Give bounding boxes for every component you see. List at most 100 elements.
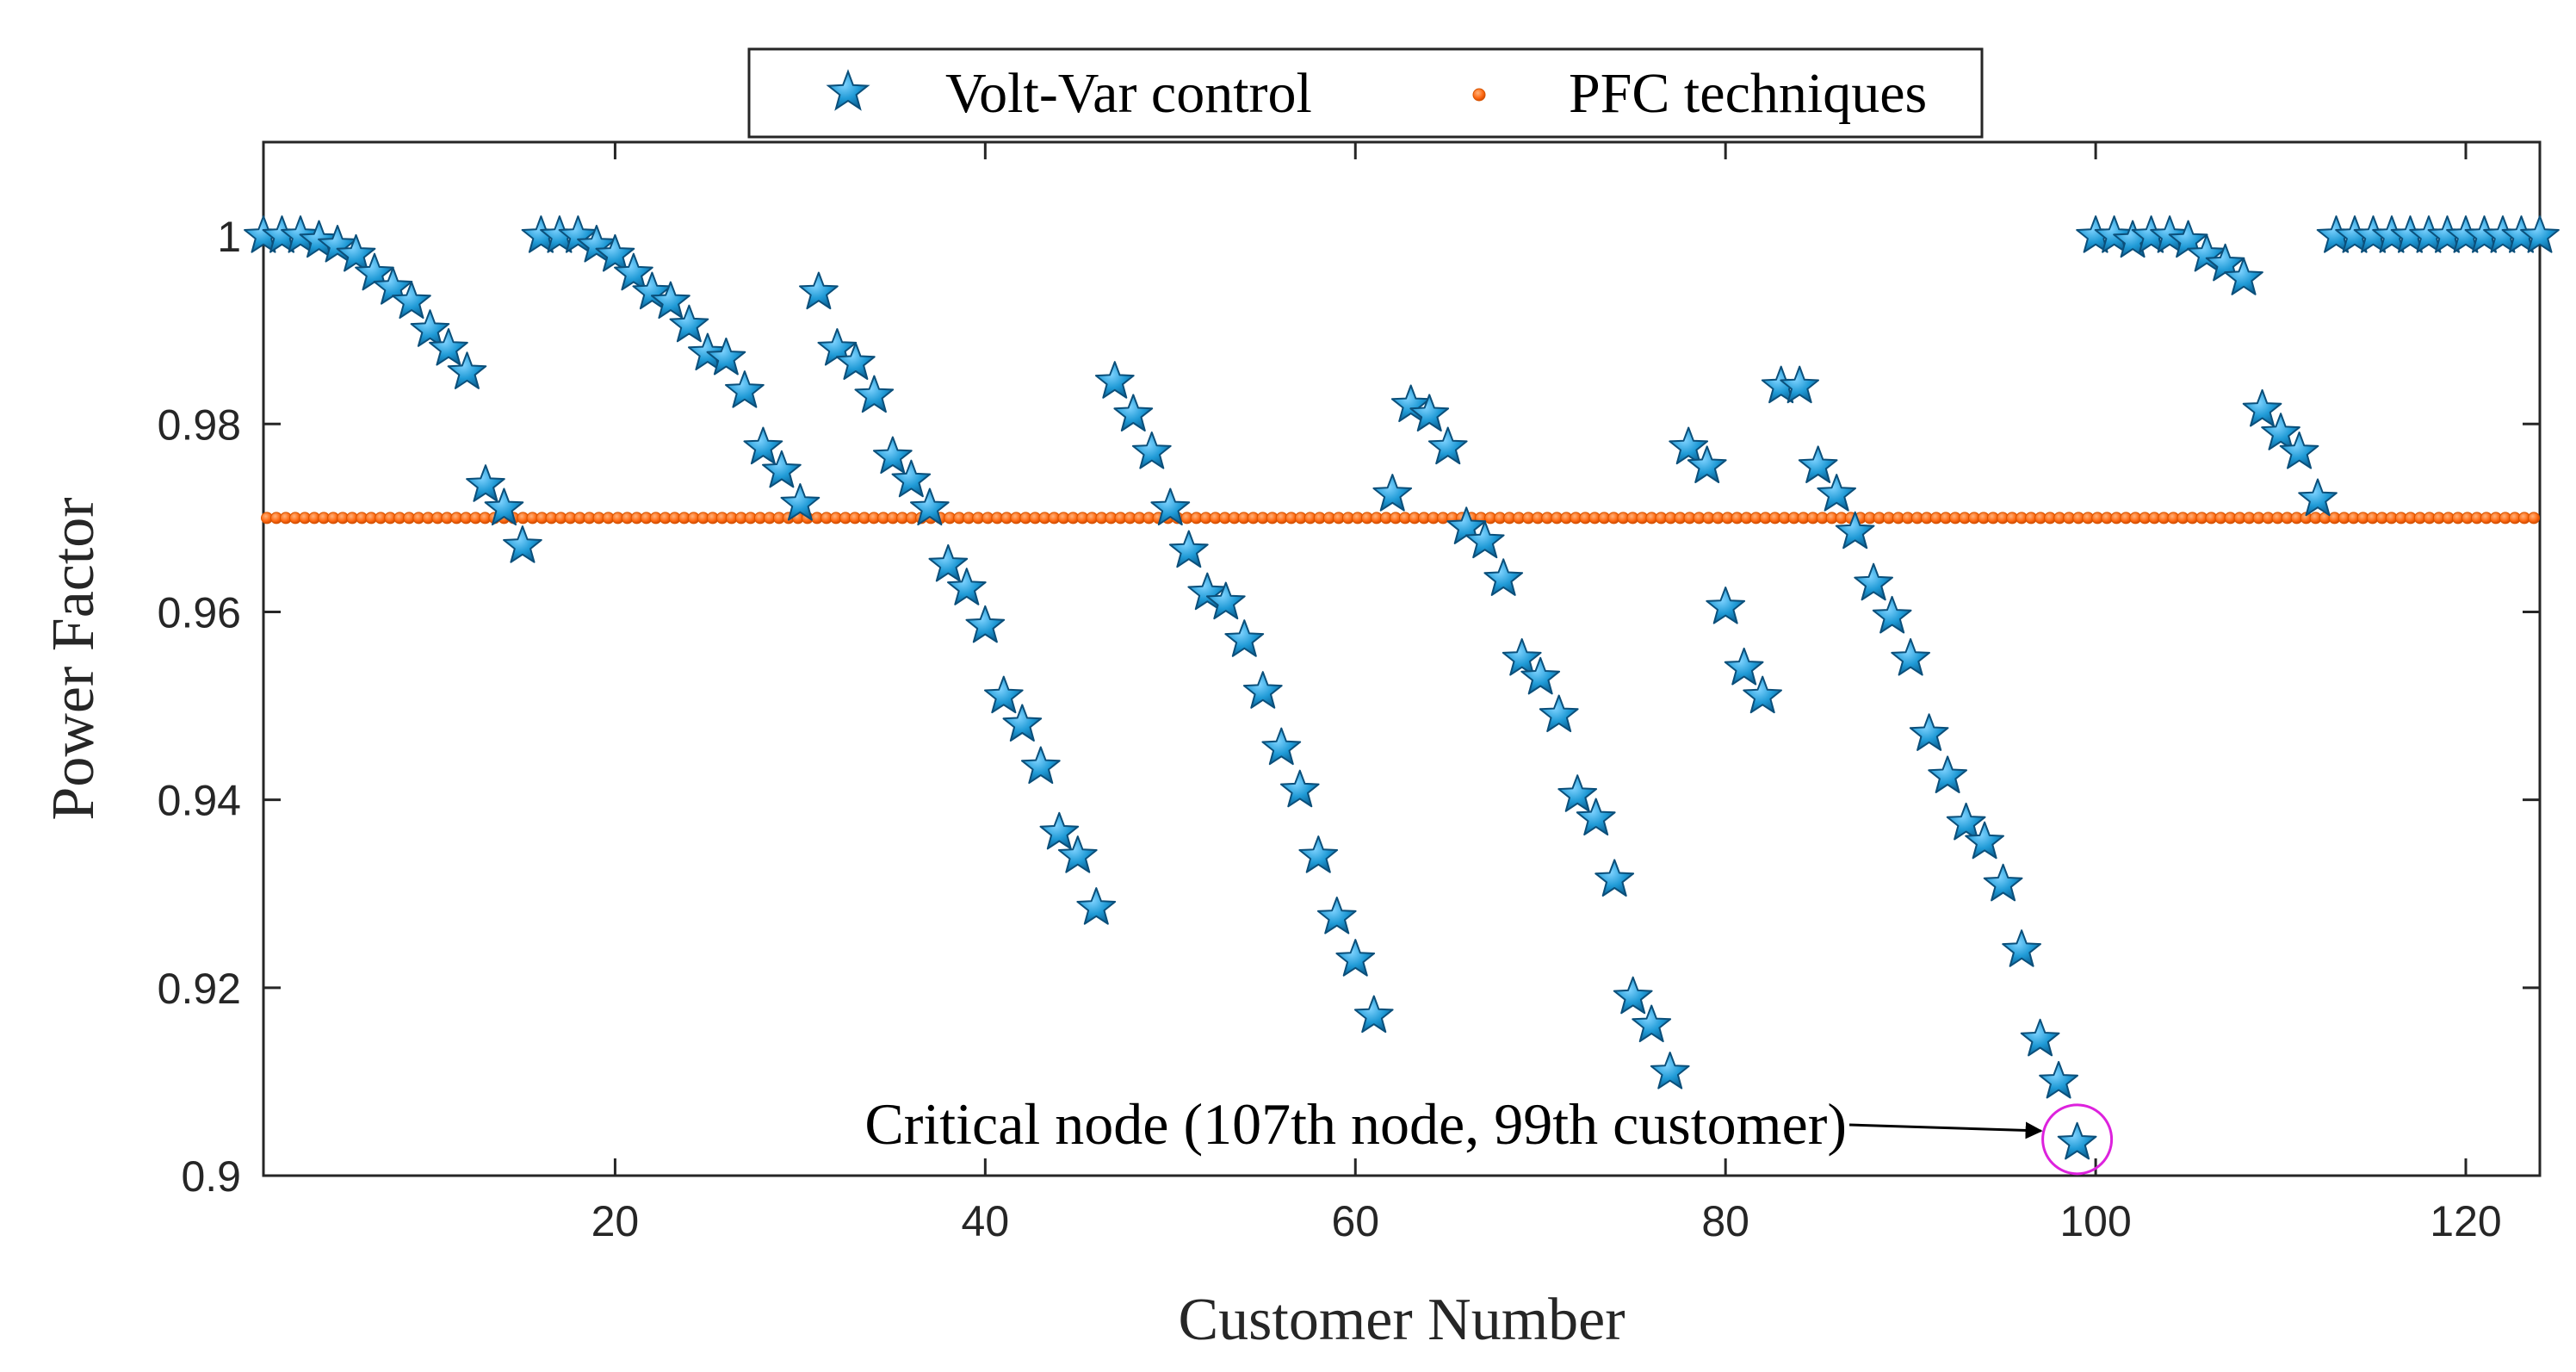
y-axis-label: Power Factor bbox=[40, 497, 107, 820]
volt-var-point bbox=[1205, 581, 1246, 620]
volt-var-point bbox=[484, 487, 524, 526]
volt-var-point bbox=[1909, 713, 1949, 751]
volt-var-point bbox=[1316, 897, 1357, 934]
volt-var-point bbox=[1669, 426, 1709, 465]
volt-var-point bbox=[2298, 478, 2338, 517]
volt-var-point bbox=[1094, 361, 1135, 399]
volt-var-point bbox=[928, 543, 969, 582]
annotation-text: Critical node (107th node, 99th customer… bbox=[864, 1091, 1847, 1157]
volt-var-point bbox=[891, 459, 932, 498]
volt-var-point bbox=[1390, 384, 1431, 423]
volt-var-point bbox=[503, 525, 542, 563]
volt-var-point bbox=[1576, 798, 1616, 836]
x-tick-label: 20 bbox=[591, 1197, 640, 1245]
y-tick-label: 0.9 bbox=[181, 1152, 241, 1201]
volt-var-point bbox=[1613, 976, 1653, 1015]
volt-var-point bbox=[1372, 474, 1413, 512]
volt-var-point bbox=[1539, 694, 1579, 733]
x-tick-label: 80 bbox=[1701, 1197, 1749, 1245]
volt-var-point bbox=[392, 281, 431, 320]
volt-var-point bbox=[947, 568, 987, 605]
volt-var-point bbox=[1427, 426, 1468, 465]
x-tick-label: 40 bbox=[962, 1197, 1010, 1245]
volt-var-point bbox=[1150, 487, 1191, 526]
volt-var-point bbox=[1780, 365, 1819, 404]
volt-var-point bbox=[669, 304, 709, 343]
volt-var-point bbox=[1687, 445, 1727, 483]
volt-var-point bbox=[410, 309, 450, 347]
volt-var-point bbox=[1891, 638, 1930, 676]
volt-var-point bbox=[1076, 887, 1117, 925]
volt-var-point bbox=[336, 233, 376, 272]
volt-var-point bbox=[1057, 835, 1098, 873]
volt-var-point bbox=[1965, 821, 2004, 860]
volt-var-point bbox=[2279, 431, 2319, 469]
volt-var-point bbox=[1187, 572, 1228, 611]
volt-var-point bbox=[836, 342, 876, 380]
volt-var-point bbox=[854, 375, 895, 413]
volt-var-point bbox=[651, 281, 690, 320]
volt-var-point bbox=[614, 252, 653, 291]
volt-var-point bbox=[595, 233, 635, 272]
x-tick-label: 60 bbox=[1331, 1197, 1379, 1245]
volt-var-point bbox=[1113, 394, 1154, 431]
volt-var-point bbox=[2261, 413, 2300, 450]
volt-var-point bbox=[799, 271, 839, 310]
volt-var-point bbox=[2057, 1121, 2097, 1160]
volt-var-point bbox=[1353, 995, 1394, 1034]
legend-pfc-label: PFC techniques bbox=[1569, 62, 1927, 125]
volt-var-point bbox=[577, 225, 616, 263]
volt-var-point bbox=[429, 328, 468, 366]
volt-var-point bbox=[1021, 746, 1061, 785]
volt-var-point bbox=[1724, 647, 1764, 686]
volt-var-point bbox=[2242, 388, 2282, 427]
y-tick-label: 0.98 bbox=[158, 400, 241, 449]
plot-area-frame bbox=[262, 140, 2542, 1177]
volt-var-point bbox=[466, 464, 505, 502]
volt-var-point bbox=[2520, 215, 2560, 253]
x-tick-label: 120 bbox=[2430, 1197, 2501, 1245]
volt-var-point bbox=[1854, 562, 1893, 601]
volt-var-point bbox=[2020, 1018, 2060, 1057]
volt-var-point bbox=[1298, 835, 1339, 873]
volt-var-point bbox=[1335, 939, 1376, 977]
volt-var-point bbox=[1798, 445, 1838, 483]
volt-var-point bbox=[558, 215, 598, 253]
volt-var-point bbox=[1502, 638, 1542, 676]
volt-var-point bbox=[447, 351, 487, 389]
volt-var-point bbox=[1835, 511, 1875, 549]
legend-pfc-marker bbox=[1472, 88, 1486, 102]
volt-var-point bbox=[1039, 811, 1080, 850]
volt-var-point bbox=[984, 675, 1024, 714]
y-tick-label: 0.94 bbox=[158, 777, 241, 825]
volt-var-point bbox=[2187, 233, 2226, 272]
volt-var-point bbox=[1002, 704, 1043, 742]
volt-var-point bbox=[1983, 863, 2023, 902]
volt-var-point bbox=[780, 483, 820, 521]
volt-var-point bbox=[743, 426, 783, 465]
volt-var-point bbox=[910, 487, 950, 526]
volt-var-point bbox=[1224, 619, 1265, 657]
volt-var-point bbox=[1632, 1004, 1672, 1043]
legend-box bbox=[747, 47, 1984, 139]
x-tick-label: 100 bbox=[2059, 1197, 2131, 1245]
critical-node-circle bbox=[2041, 1103, 2114, 1176]
volt-var-point bbox=[1650, 1052, 1690, 1090]
volt-var-point bbox=[1928, 755, 1967, 793]
volt-var-point bbox=[1743, 675, 1782, 714]
x-axis-label: Customer Number bbox=[1178, 1287, 1625, 1353]
volt-var-point bbox=[1242, 671, 1283, 709]
volt-var-point bbox=[2224, 258, 2263, 295]
annotation-arrow bbox=[1848, 1121, 2043, 1139]
volt-var-point bbox=[1817, 474, 1856, 512]
volt-var-point bbox=[1595, 859, 1635, 897]
volt-var-point bbox=[632, 271, 672, 310]
volt-var-point bbox=[2039, 1060, 2078, 1099]
y-tick-label: 1 bbox=[217, 213, 241, 261]
volt-var-point bbox=[318, 225, 357, 263]
volt-var-point bbox=[1557, 774, 1598, 812]
volt-var-point bbox=[1168, 530, 1209, 568]
pfc-point bbox=[2528, 512, 2540, 525]
